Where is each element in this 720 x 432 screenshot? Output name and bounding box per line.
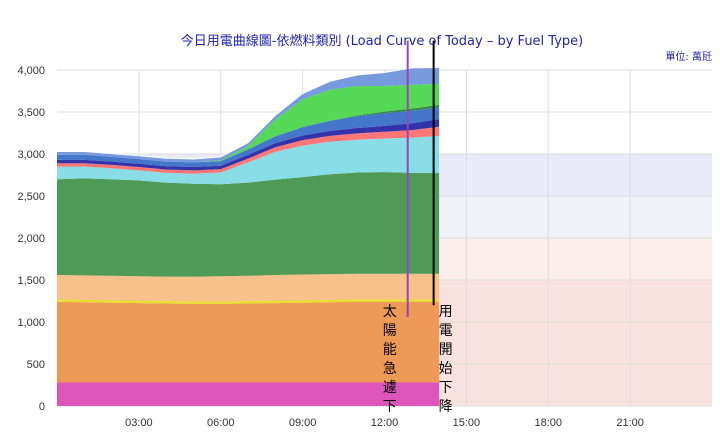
x-tick-label: 03:00 <box>125 417 153 429</box>
y-tick-label: 2,000 <box>17 233 45 245</box>
annotation-text-1: 用電開始下降 <box>439 304 453 415</box>
area-series-9 <box>57 104 440 163</box>
x-tick-label: 18:00 <box>534 417 562 429</box>
x-tick-label: 12:00 <box>371 417 399 429</box>
x-tick-label: 06:00 <box>207 417 235 429</box>
x-axis-ticks: 03:00 06:00 09:00 12:00 15:00 18:00 21:00 <box>125 417 644 429</box>
area-series-6 <box>57 126 440 174</box>
y-tick-label: 1,500 <box>17 275 45 287</box>
y-tick-label: 3,500 <box>17 107 45 119</box>
area-series-10 <box>57 83 440 163</box>
area-series-8 <box>57 107 440 167</box>
y-tick-label: 3,000 <box>17 149 45 161</box>
x-tick-label: 15:00 <box>453 417 481 429</box>
chart-title: 今日用電曲線圖-依燃料類別 (Load Curve of Today – by … <box>181 33 583 49</box>
area-series-4 <box>57 172 440 277</box>
annotations: 太陽能急遽下 用電開始下降 <box>383 40 453 415</box>
area-series-7 <box>57 119 440 171</box>
unit-label: 單位: 萬瓩 <box>665 50 712 63</box>
y-axis-ticks: 0 500 1,000 1,500 2,000 2,500 3,000 3,500 4,000 <box>17 65 45 413</box>
annotation-text-0: 太陽能急遽下 <box>383 304 397 415</box>
y-tick-label: 1,000 <box>17 317 45 329</box>
x-tick-label: 09:00 <box>289 417 317 429</box>
y-tick-label: 2,500 <box>17 191 45 203</box>
y-tick-label: 0 <box>39 401 45 413</box>
area-series-3 <box>57 273 440 302</box>
area-series-1 <box>57 301 440 383</box>
y-tick-label: 500 <box>27 359 45 371</box>
area-series-0 <box>57 382 440 406</box>
area-series-11 <box>57 67 440 163</box>
total-load-outline <box>57 67 440 160</box>
area-series-2 <box>57 299 440 304</box>
area-series-5 <box>57 135 440 185</box>
stacked-area-series <box>57 67 440 406</box>
y-tick-label: 4,000 <box>17 65 45 77</box>
x-tick-label: 21:00 <box>616 417 644 429</box>
